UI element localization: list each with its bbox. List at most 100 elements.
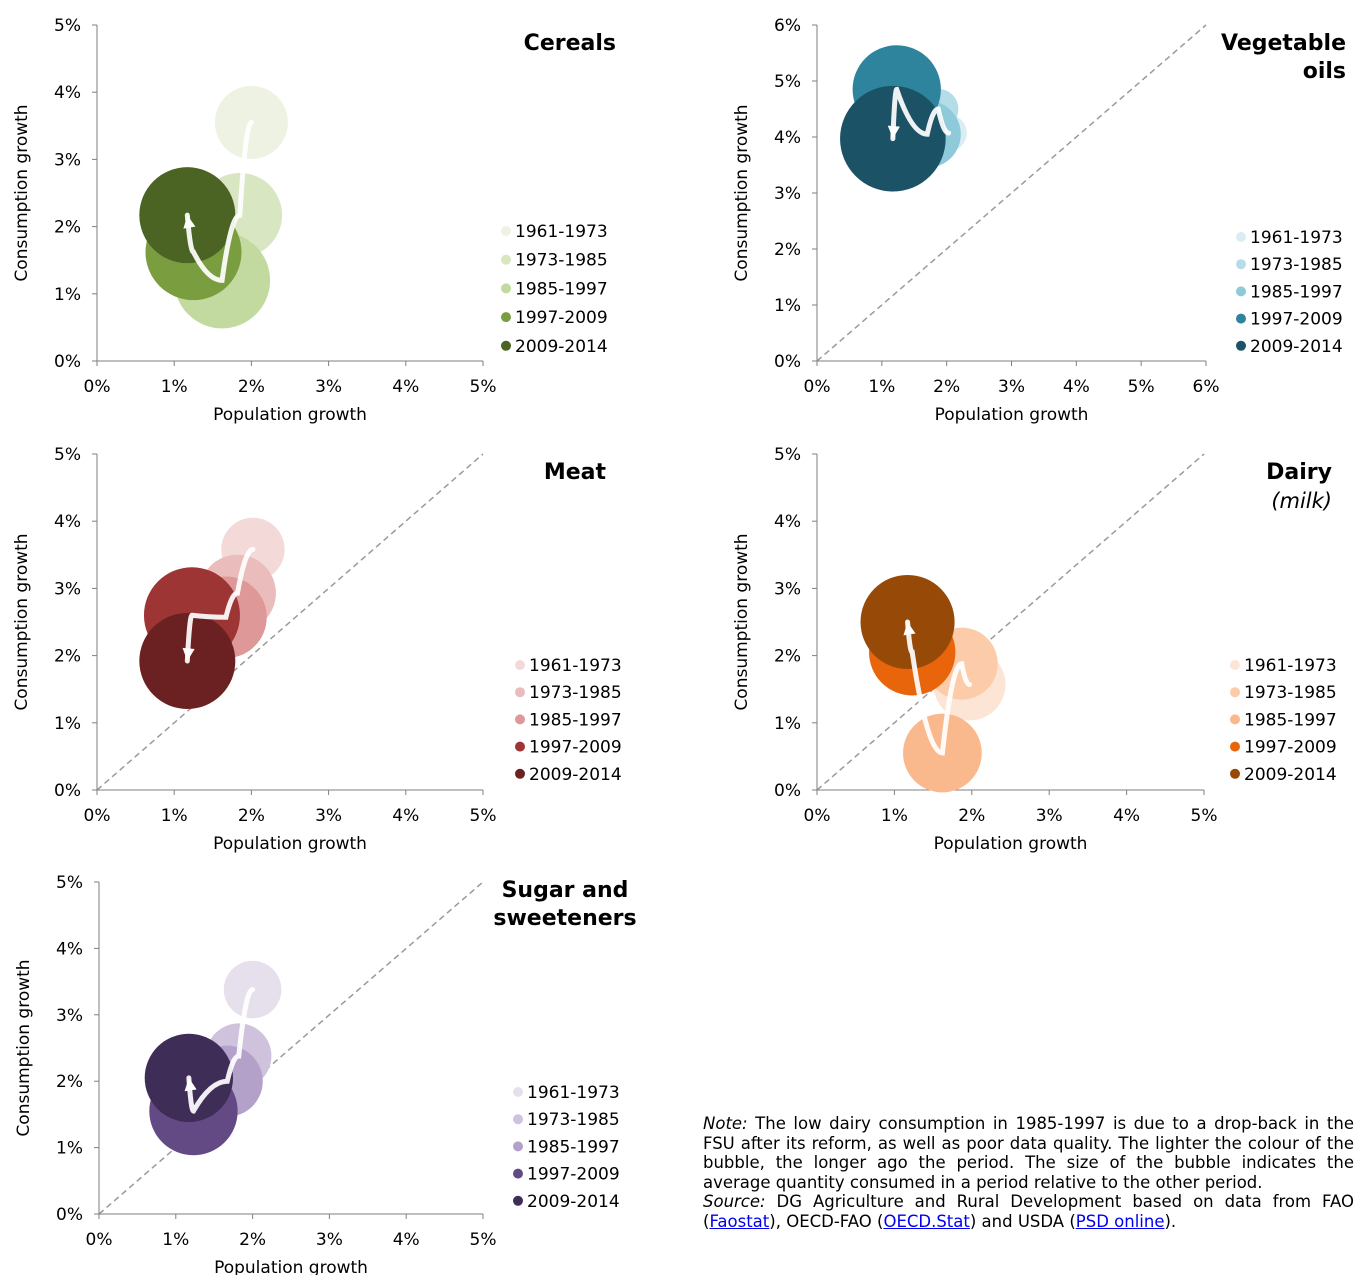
legend-label: 1997-2009 — [529, 738, 622, 758]
legend-label: 2009-2014 — [527, 1192, 620, 1212]
x-tick-label: 3% — [315, 377, 342, 397]
y-tick-label: 5% — [54, 16, 81, 36]
y-tick-label: 1% — [774, 714, 801, 734]
y-tick-label: 4% — [774, 128, 801, 148]
legend-label: 1985-1997 — [529, 710, 622, 730]
legend-label: 1997-2009 — [515, 308, 608, 328]
arrow-head — [184, 1077, 197, 1092]
x-tick-label: 4% — [392, 806, 419, 826]
y-axis-title: Consumption growth — [14, 959, 34, 1136]
diagonal-reference-line — [816, 453, 1205, 791]
diagonal-reference-line — [98, 881, 484, 1215]
legend-marker — [513, 1168, 523, 1179]
legend-label: 2009-2014 — [515, 337, 608, 357]
legend-label: 1997-2009 — [1250, 310, 1343, 330]
x-tick-label: 1% — [161, 377, 188, 397]
legend-marker — [1236, 232, 1246, 242]
legend-label: 1997-2009 — [527, 1165, 620, 1185]
source-text-1: DG Agriculture and Rural Development bas… — [703, 1192, 1354, 1231]
x-axis-title: Population growth — [214, 1258, 368, 1275]
chart-title: sweeteners — [493, 906, 636, 931]
legend-label: 1961-1973 — [1244, 656, 1337, 676]
source-paragraph: Source: DG Agriculture and Rural Develop… — [703, 1192, 1354, 1231]
x-tick-label: 2% — [958, 806, 985, 826]
faostat-link[interactable]: Faostat — [709, 1211, 770, 1231]
legend-marker — [501, 283, 511, 294]
legend-marker — [513, 1195, 523, 1206]
arrow-head — [903, 622, 916, 636]
y-tick-label: 5% — [54, 445, 81, 465]
legend-marker — [515, 714, 525, 725]
legend-label: 2009-2014 — [1244, 765, 1337, 785]
x-tick-label: 1% — [161, 806, 188, 826]
y-tick-label: 2% — [774, 647, 801, 667]
legend-marker — [1236, 259, 1246, 270]
legend-label: 1997-2009 — [1244, 738, 1337, 758]
chart-title: Cereals — [524, 31, 616, 56]
x-tick-label: 0% — [84, 377, 111, 397]
x-tick-label: 1% — [868, 377, 895, 397]
x-axis-title: Population growth — [213, 405, 367, 425]
source-label: Source: — [703, 1192, 766, 1211]
x-tick-label: 0% — [84, 806, 111, 826]
y-axis-title: Consumption growth — [12, 104, 32, 281]
y-tick-label: 2% — [774, 240, 801, 260]
x-tick-label: 1% — [881, 806, 908, 826]
y-tick-label: 4% — [774, 512, 801, 532]
arrow-head — [182, 647, 195, 661]
y-axis-title: Consumption growth — [732, 104, 752, 281]
y-tick-label: 1% — [56, 1139, 83, 1159]
legend-marker — [501, 226, 511, 236]
legend-marker — [501, 340, 511, 351]
legend-label: 2009-2014 — [529, 765, 622, 785]
legend-marker — [1230, 741, 1240, 752]
legend-label: 1961-1973 — [1250, 228, 1343, 248]
legend-label: 1973-1985 — [527, 1110, 620, 1130]
legend-label: 1961-1973 — [527, 1083, 620, 1103]
legend-label: 1973-1985 — [1250, 255, 1343, 275]
y-tick-label: 3% — [54, 579, 81, 599]
source-text-3: ) and USDA ( — [969, 1211, 1076, 1231]
y-tick-label: 5% — [56, 873, 83, 893]
legend-marker — [1236, 340, 1246, 351]
legend-label: 1961-1973 — [529, 656, 622, 676]
legend-marker — [513, 1114, 523, 1125]
legend-label: 1973-1985 — [1244, 683, 1337, 703]
y-tick-label: 2% — [56, 1072, 83, 1092]
x-tick-label: 0% — [804, 377, 831, 397]
y-axis-title: Consumption growth — [732, 533, 752, 710]
legend-label: 2009-2014 — [1250, 337, 1343, 357]
x-tick-label: 6% — [1193, 377, 1220, 397]
chart-subtitle: (milk) — [1271, 489, 1332, 513]
note-label: Note: — [703, 1114, 748, 1133]
x-tick-label: 3% — [998, 377, 1025, 397]
x-tick-label: 4% — [392, 377, 419, 397]
x-tick-label: 3% — [315, 806, 342, 826]
x-tick-label: 5% — [470, 377, 497, 397]
y-tick-label: 0% — [56, 1205, 83, 1225]
chart-panel: 0% 1% 2% 3% 4% 5% 0% 1% 2% 3% 4% 5% Population growt… — [732, 445, 1337, 854]
oecd-stat-link[interactable]: OECD.Stat — [883, 1211, 970, 1231]
chart-panel: 0% 1% 2% 3% 4% 5% 0% 1% 2% 3% 4% 5% Population growt… — [12, 16, 616, 425]
chart-title: Vegetable — [1221, 31, 1346, 56]
chart-title: Meat — [544, 460, 607, 485]
legend-label: 1985-1997 — [1244, 710, 1337, 730]
legend-marker — [513, 1141, 523, 1152]
source-text-2: ), OECD-FAO ( — [769, 1211, 884, 1231]
x-axis-title: Population growth — [935, 405, 1089, 425]
psd-online-link[interactable]: PSD online — [1075, 1211, 1165, 1231]
y-tick-label: 0% — [774, 352, 801, 372]
y-tick-label: 0% — [54, 352, 81, 372]
y-tick-label: 1% — [774, 296, 801, 316]
chart-panel: 0% 1% 2% 3% 4% 5% 6% 0% 1% 2% 3% 4% 5% 6% Population g… — [732, 16, 1346, 425]
x-tick-label: 5% — [1128, 377, 1155, 397]
diagonal-reference-line — [96, 453, 484, 791]
chart-title: Dairy — [1266, 460, 1332, 485]
y-tick-label: 3% — [56, 1006, 83, 1026]
legend-label: 1985-1997 — [515, 279, 608, 299]
legend-marker — [501, 254, 511, 265]
legend-marker — [1230, 660, 1240, 670]
x-tick-label: 5% — [470, 1230, 497, 1250]
x-tick-label: 5% — [470, 806, 497, 826]
diagonal-reference-line — [816, 24, 1207, 362]
